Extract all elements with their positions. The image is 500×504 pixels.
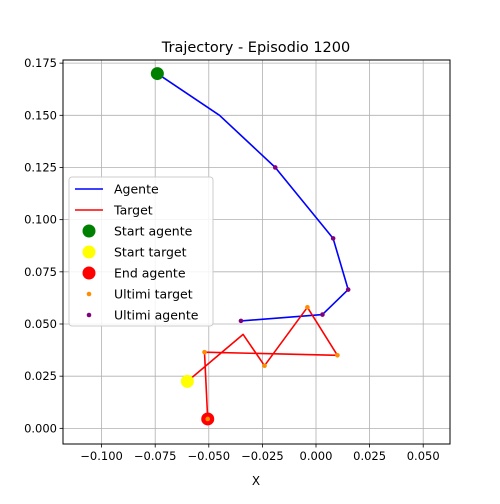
legend-label: Agente xyxy=(114,182,159,197)
legend-swatch xyxy=(82,224,96,238)
chart-title: Trajectory - Episodio 1200 xyxy=(161,40,350,56)
x-tick-label: 0.050 xyxy=(407,449,440,463)
plot-frame xyxy=(62,59,451,445)
dot-ultimi-target xyxy=(335,353,340,358)
legend-label: End agente xyxy=(114,266,186,281)
dot-ultimi-target xyxy=(202,349,207,355)
y-tick-label: 0.000 xyxy=(24,421,57,435)
dot-ultimi-target xyxy=(305,305,310,310)
x-tick-label: −0.025 xyxy=(241,449,284,463)
dot-ultimi-agente xyxy=(320,312,325,317)
legend-swatch xyxy=(82,245,96,259)
legend-swatch xyxy=(86,291,92,297)
dot-ultimi-agente xyxy=(345,287,351,292)
x-tick-label: −0.100 xyxy=(80,449,123,463)
legend-swatch xyxy=(82,266,96,280)
y-tick-label: 0.100 xyxy=(24,213,57,227)
dot-ultimi-agente xyxy=(330,236,336,241)
marker-start-agente xyxy=(150,67,164,81)
y-tick-label: 0.075 xyxy=(24,265,57,279)
y-tick-label: 0.050 xyxy=(24,317,57,331)
legend-label: Ultimi target xyxy=(114,287,193,302)
legend-label: Start target xyxy=(114,245,187,260)
legend-swatch xyxy=(86,312,92,318)
legend: Agente Target Start agente Start target End … xyxy=(68,176,214,327)
dot-ultimi-target xyxy=(262,363,267,369)
y-tick-label: 0.175 xyxy=(24,56,57,70)
legend-box xyxy=(68,176,214,327)
y-tick-label: 0.125 xyxy=(24,160,57,174)
dot-ultimi-target xyxy=(205,416,211,422)
axis-layer: −0.100 −0.075 −0.050 −0.025 0.000 0.025 0.050 0… xyxy=(24,56,440,463)
x-tick-label: −0.075 xyxy=(134,449,177,463)
data-layer xyxy=(150,67,351,426)
y-tick-label: 0.150 xyxy=(24,108,57,122)
marker-start-target xyxy=(180,374,194,388)
legend-label: Start agente xyxy=(114,224,193,239)
x-tick-label: −0.050 xyxy=(188,449,231,463)
x-tick-label: 0.000 xyxy=(300,449,333,463)
x-axis-label: X xyxy=(252,474,260,488)
legend-label: Target xyxy=(113,203,153,218)
x-tick-label: 0.025 xyxy=(353,449,386,463)
dot-ultimi-agente xyxy=(238,318,244,324)
y-tick-label: 0.025 xyxy=(24,369,57,383)
dot-ultimi-agente xyxy=(272,165,278,170)
legend-label: Ultimi agente xyxy=(114,308,199,323)
